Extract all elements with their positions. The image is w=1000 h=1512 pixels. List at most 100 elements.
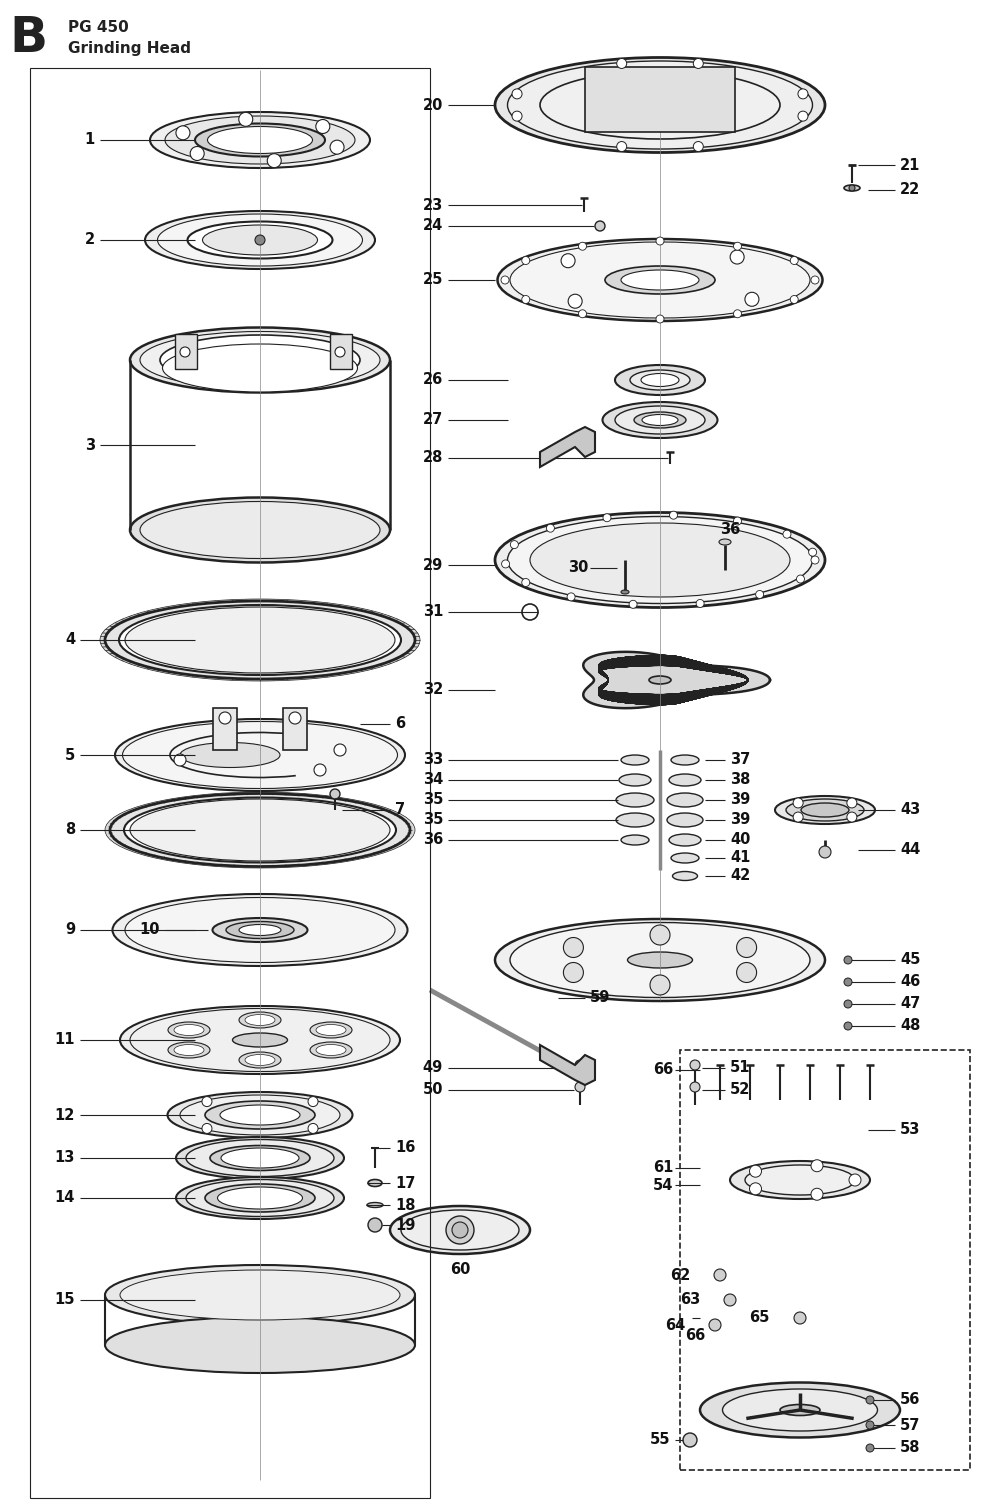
- Ellipse shape: [115, 720, 405, 791]
- Ellipse shape: [110, 794, 410, 866]
- Circle shape: [603, 514, 611, 522]
- Circle shape: [849, 184, 855, 191]
- Ellipse shape: [105, 1266, 415, 1325]
- Circle shape: [578, 310, 586, 318]
- Ellipse shape: [786, 798, 864, 821]
- Text: 4: 4: [65, 632, 75, 647]
- Ellipse shape: [621, 754, 649, 765]
- Circle shape: [180, 346, 190, 357]
- Text: 65: 65: [750, 1311, 770, 1326]
- Ellipse shape: [615, 407, 705, 434]
- Text: 20: 20: [423, 97, 443, 112]
- Text: 22: 22: [900, 183, 920, 198]
- Circle shape: [798, 110, 808, 121]
- Text: 23: 23: [423, 198, 443, 213]
- Circle shape: [793, 798, 803, 807]
- Ellipse shape: [730, 1161, 870, 1199]
- Text: 36: 36: [423, 833, 443, 848]
- Text: 25: 25: [423, 272, 443, 287]
- Circle shape: [650, 925, 670, 945]
- Ellipse shape: [495, 919, 825, 1001]
- Circle shape: [575, 1083, 585, 1092]
- Ellipse shape: [174, 1025, 204, 1036]
- Ellipse shape: [176, 1137, 344, 1179]
- Text: 29: 29: [423, 558, 443, 573]
- Ellipse shape: [100, 599, 420, 680]
- Text: 14: 14: [55, 1190, 75, 1205]
- Text: 45: 45: [900, 953, 920, 968]
- Circle shape: [629, 600, 637, 608]
- Ellipse shape: [195, 124, 325, 157]
- Circle shape: [335, 346, 345, 357]
- Ellipse shape: [316, 1045, 346, 1055]
- Ellipse shape: [719, 538, 731, 544]
- Ellipse shape: [634, 411, 686, 428]
- Text: 37: 37: [730, 753, 750, 768]
- Ellipse shape: [530, 523, 790, 597]
- Circle shape: [737, 937, 757, 957]
- Ellipse shape: [316, 1025, 346, 1036]
- Ellipse shape: [508, 517, 812, 603]
- Text: 59: 59: [590, 990, 610, 1005]
- Ellipse shape: [165, 116, 355, 163]
- Bar: [213, 708, 237, 750]
- Ellipse shape: [130, 798, 390, 860]
- Ellipse shape: [105, 600, 415, 679]
- Text: 38: 38: [730, 773, 750, 788]
- Circle shape: [811, 1188, 823, 1201]
- Text: 64: 64: [665, 1317, 685, 1332]
- Text: 12: 12: [55, 1107, 75, 1122]
- Circle shape: [617, 142, 627, 151]
- Ellipse shape: [498, 239, 822, 321]
- Circle shape: [714, 1269, 726, 1281]
- Circle shape: [844, 999, 852, 1009]
- Text: 9: 9: [65, 922, 75, 937]
- Circle shape: [734, 517, 742, 525]
- Ellipse shape: [150, 112, 370, 168]
- Circle shape: [745, 292, 759, 307]
- Circle shape: [790, 257, 798, 265]
- Circle shape: [796, 575, 804, 584]
- Ellipse shape: [205, 1184, 315, 1213]
- Circle shape: [617, 59, 627, 68]
- Circle shape: [330, 141, 344, 154]
- Polygon shape: [540, 426, 595, 467]
- Ellipse shape: [226, 921, 294, 939]
- Circle shape: [308, 1096, 318, 1107]
- Ellipse shape: [125, 606, 395, 673]
- Text: 27: 27: [423, 413, 443, 428]
- Ellipse shape: [310, 1042, 352, 1058]
- Ellipse shape: [130, 328, 390, 393]
- Circle shape: [512, 89, 522, 98]
- Ellipse shape: [162, 345, 358, 392]
- Ellipse shape: [669, 835, 701, 847]
- Ellipse shape: [239, 1012, 281, 1028]
- Circle shape: [750, 1166, 762, 1178]
- Circle shape: [578, 242, 586, 249]
- Circle shape: [709, 1318, 721, 1331]
- Circle shape: [255, 234, 265, 245]
- Bar: [680, 1049, 970, 1470]
- Ellipse shape: [174, 1045, 204, 1055]
- Ellipse shape: [120, 1270, 400, 1320]
- Ellipse shape: [210, 1146, 310, 1170]
- Ellipse shape: [605, 266, 715, 293]
- Bar: [283, 708, 307, 750]
- Text: 46: 46: [900, 975, 920, 989]
- Text: 36: 36: [720, 523, 740, 537]
- Text: 47: 47: [900, 996, 920, 1012]
- Text: 30: 30: [568, 561, 588, 576]
- Ellipse shape: [495, 513, 825, 608]
- Ellipse shape: [642, 414, 678, 425]
- Circle shape: [308, 1123, 318, 1134]
- Circle shape: [368, 1219, 382, 1232]
- Text: 48: 48: [900, 1019, 920, 1034]
- Circle shape: [314, 764, 326, 776]
- Circle shape: [656, 237, 664, 245]
- Text: 39: 39: [730, 812, 750, 827]
- Ellipse shape: [700, 1382, 900, 1438]
- Ellipse shape: [221, 1148, 299, 1167]
- Circle shape: [683, 1433, 697, 1447]
- Circle shape: [690, 1083, 700, 1092]
- Circle shape: [844, 956, 852, 965]
